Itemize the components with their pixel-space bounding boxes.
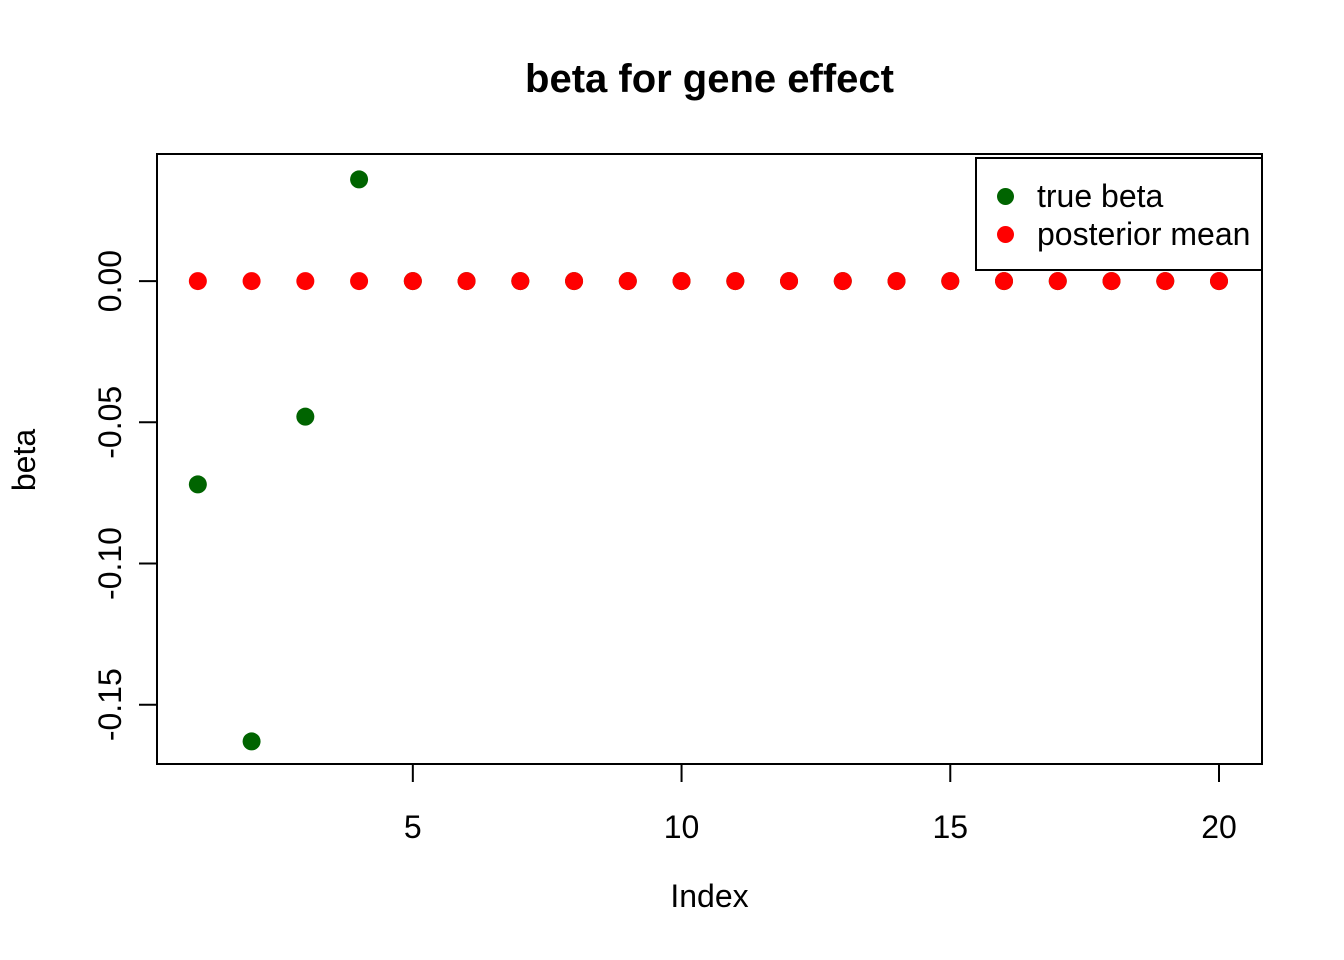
legend-marker-true-beta-icon xyxy=(997,187,1014,205)
y-tick-label: 0.00 xyxy=(92,250,128,312)
data-point-posterior-mean xyxy=(242,272,261,291)
data-point-posterior-mean xyxy=(1156,272,1175,291)
y-axis-label: beta xyxy=(6,428,42,492)
data-point-posterior-mean xyxy=(672,272,691,291)
legend: true beta posterior mean xyxy=(975,157,1263,271)
legend-label-posterior-mean: posterior mean xyxy=(1037,216,1251,252)
data-point-posterior-mean xyxy=(350,272,369,291)
x-tick-label: 5 xyxy=(404,809,422,845)
data-point-posterior-mean xyxy=(296,272,315,291)
y-tick-label: -0.05 xyxy=(92,386,128,459)
data-point-posterior-mean xyxy=(1102,272,1121,291)
y-tick-label: -0.15 xyxy=(92,668,128,741)
data-point-posterior-mean xyxy=(403,272,422,291)
plot-border xyxy=(156,153,1263,765)
data-point-true-beta xyxy=(242,732,261,751)
legend-item-posterior-mean: posterior mean xyxy=(995,215,1261,253)
y-tick-label: -0.10 xyxy=(92,527,128,600)
data-point-posterior-mean xyxy=(726,272,745,291)
legend-marker-posterior-mean-icon xyxy=(997,225,1014,243)
data-point-true-beta xyxy=(350,170,369,189)
data-point-posterior-mean xyxy=(188,272,207,291)
data-point-true-beta xyxy=(188,475,207,494)
x-axis-label: Index xyxy=(670,878,749,914)
data-point-true-beta xyxy=(296,407,315,426)
data-point-posterior-mean xyxy=(995,272,1014,291)
chart-title: beta for gene effect xyxy=(525,57,894,101)
data-point-posterior-mean xyxy=(1048,272,1067,291)
data-point-posterior-mean xyxy=(511,272,530,291)
legend-label-true-beta: true beta xyxy=(1037,178,1164,214)
data-point-posterior-mean xyxy=(833,272,852,291)
data-point-posterior-mean xyxy=(1210,272,1229,291)
data-point-posterior-mean xyxy=(457,272,476,291)
x-tick-label: 15 xyxy=(932,809,968,845)
x-tick-label: 10 xyxy=(664,809,700,845)
x-tick-label: 20 xyxy=(1201,809,1237,845)
data-point-posterior-mean xyxy=(618,272,637,291)
data-point-posterior-mean xyxy=(565,272,584,291)
data-point-posterior-mean xyxy=(780,272,799,291)
legend-item-true-beta: true beta xyxy=(995,177,1261,215)
data-point-posterior-mean xyxy=(887,272,906,291)
data-point-posterior-mean xyxy=(941,272,960,291)
